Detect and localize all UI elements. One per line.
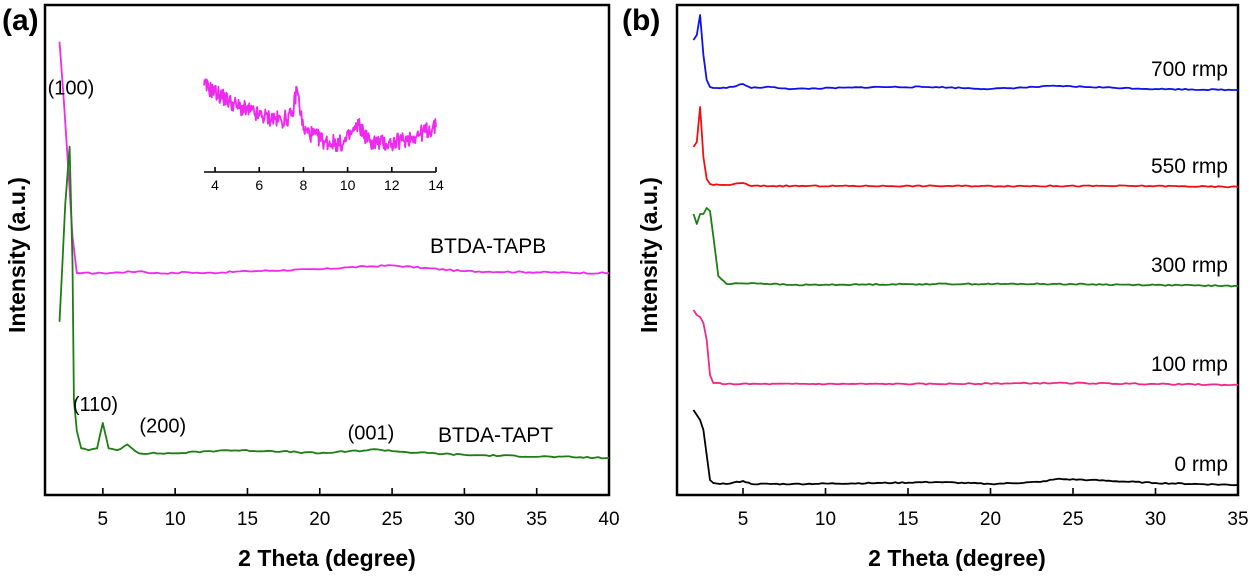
panel-a-inset: 4 6 8 10 12 14 <box>203 78 444 193</box>
annotation-110: (110) <box>73 394 118 416</box>
annotation-100: (100) <box>48 78 95 100</box>
panel-a-series <box>58 41 610 460</box>
panel-a-x-tick-label-30: 30 <box>454 509 475 530</box>
series-label-100-rmp: 100 rmp <box>1151 353 1228 376</box>
panel-a-frame <box>43 3 611 497</box>
series-line-btda-tapt <box>58 145 610 460</box>
series-line-300-rmp <box>692 207 1239 288</box>
panel-a-y-axis-title: Intensity (a.u.) <box>4 177 30 333</box>
panel-b-x-tick-label-20: 20 <box>980 509 1001 530</box>
annotation-200: (200) <box>139 415 186 437</box>
panel-b-x-axis-title: 2 Theta (degree) <box>868 545 1046 571</box>
inset-x-tick-label-14: 14 <box>428 177 444 193</box>
inset-x-tick-label-8: 8 <box>300 177 308 193</box>
panel-b-x-tick-label-25: 25 <box>1062 509 1083 530</box>
series-line-btda-tapb <box>58 41 610 275</box>
inset-x-tick-label-12: 12 <box>384 177 400 193</box>
inset-series-line <box>203 78 437 153</box>
series-label-btda-tapt: BTDA-TAPT <box>438 424 553 447</box>
panel-a-x-tick-label-10: 10 <box>165 509 186 530</box>
series-label-0-rmp: 0 rmp <box>1174 453 1228 476</box>
panel-a-x-tick-label-25: 25 <box>382 509 403 530</box>
panel-b-series-labels: 700 rmp 550 rmp 300 rmp 100 rmp 0 rmp <box>1151 58 1228 476</box>
inset-x-tick-label-4: 4 <box>211 177 219 193</box>
panel-a-x-tick-label-20: 20 <box>309 509 330 530</box>
panel-a-x-ticks: 5 10 15 20 25 30 35 40 <box>98 488 620 530</box>
panel-a-x-tick-label-35: 35 <box>526 509 547 530</box>
panel-b-frame <box>675 3 1240 497</box>
panel-a-label: (a) <box>2 4 39 37</box>
panel-b-y-axis-title: Intensity (a.u.) <box>636 177 662 333</box>
panel-a-x-tick-label-5: 5 <box>98 509 109 530</box>
panel-b-x-tick-label-5: 5 <box>738 509 749 530</box>
series-label-btda-tapb: BTDA-TAPB <box>430 235 546 258</box>
series-line-100-rmp <box>692 309 1239 387</box>
panel-b-x-ticks: 5 10 15 20 25 30 35 <box>738 488 1249 530</box>
series-label-700-rmp: 700 rmp <box>1151 58 1228 81</box>
inset-x-tick-label-10: 10 <box>340 177 356 193</box>
series-label-300-rmp: 300 rmp <box>1151 254 1228 277</box>
series-line-700-rmp <box>692 14 1238 92</box>
series-line-550-rmp <box>692 106 1239 189</box>
panel-b-x-tick-label-35: 35 <box>1227 509 1248 530</box>
panel-b-x-tick-label-15: 15 <box>897 509 918 530</box>
panel-b-series <box>692 14 1239 487</box>
panel-a-x-tick-label-40: 40 <box>598 509 619 530</box>
panel-a-x-tick-label-15: 15 <box>237 509 258 530</box>
series-line-0-rmp <box>692 409 1239 487</box>
panel-b-x-tick-label-30: 30 <box>1145 509 1166 530</box>
panel-a-annotations: (100) (110) (200) (001) <box>48 78 395 445</box>
panel-b: (b) 5 10 15 20 25 30 35 700 rmp 550 rmp 300 rmp 1… <box>622 3 1249 571</box>
series-label-550-rmp: 550 rmp <box>1151 155 1228 178</box>
panel-a: (a) 5 10 15 20 25 30 35 40 (100) (110) (200) (001)… <box>2 3 620 571</box>
inset-x-tick-label-6: 6 <box>255 177 263 193</box>
panel-a-x-axis-title: 2 Theta (degree) <box>238 545 416 571</box>
annotation-001: (001) <box>348 422 395 444</box>
panel-b-label: (b) <box>622 4 660 37</box>
panel-b-x-tick-label-10: 10 <box>815 509 836 530</box>
